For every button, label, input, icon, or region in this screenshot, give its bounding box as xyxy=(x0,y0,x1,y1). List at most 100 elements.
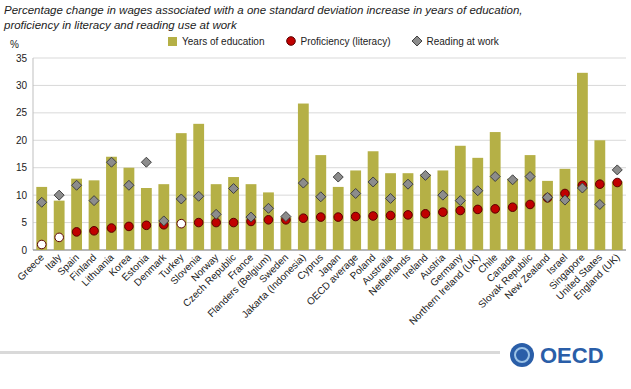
circle-marker xyxy=(316,213,325,222)
x-tick-label: New Zealand xyxy=(502,252,551,301)
bar xyxy=(211,184,222,250)
legend-label: Reading at work xyxy=(427,36,500,47)
diamond-marker xyxy=(473,186,483,196)
bar xyxy=(333,187,344,250)
bar xyxy=(263,192,274,250)
circle-marker xyxy=(491,205,500,214)
circle-marker xyxy=(421,209,430,218)
diamond-marker xyxy=(89,196,99,206)
grid-line xyxy=(33,140,626,141)
logo-mark xyxy=(515,348,529,362)
x-axis xyxy=(33,250,626,251)
bar xyxy=(560,169,571,250)
circle-marker xyxy=(229,218,238,227)
circle-marker xyxy=(473,205,482,214)
grid-line xyxy=(33,167,626,168)
bar xyxy=(420,174,431,250)
circle-marker xyxy=(456,206,465,215)
circle-marker xyxy=(72,228,81,237)
bar xyxy=(298,104,309,250)
logo-text: OECD xyxy=(540,343,604,368)
bar xyxy=(472,158,483,250)
legend-swatch xyxy=(168,37,177,46)
bar xyxy=(594,140,605,250)
diamond-marker xyxy=(508,175,518,185)
diamond-marker xyxy=(229,184,239,194)
y-tick-label: 10 xyxy=(16,190,28,201)
bar xyxy=(176,133,187,250)
plot-area xyxy=(36,73,622,250)
diamond-marker xyxy=(543,192,553,202)
grid-line xyxy=(33,250,626,251)
grid-line xyxy=(33,222,626,223)
legend: Years of education Proficiency (literacy)… xyxy=(168,36,500,47)
diamond-marker xyxy=(54,190,64,200)
legend-swatch xyxy=(412,36,422,46)
diamond-marker xyxy=(316,192,326,202)
circle-marker xyxy=(194,218,203,227)
x-tick-label: England (UK) xyxy=(571,252,621,302)
circle-marker xyxy=(299,214,308,223)
bar xyxy=(403,173,414,250)
y-axis xyxy=(33,58,34,250)
diamond-marker xyxy=(368,177,378,187)
diamond-marker xyxy=(577,183,587,193)
grid-line xyxy=(33,85,626,86)
bar xyxy=(542,181,553,250)
diamond-marker xyxy=(281,212,291,222)
chart: Percentage change in wages associated wi… xyxy=(0,0,631,389)
diamond-marker xyxy=(455,196,465,206)
circle-marker xyxy=(508,203,517,212)
bar xyxy=(141,188,152,250)
circle-marker xyxy=(264,216,273,225)
circle-marker xyxy=(334,213,343,222)
diamond-marker xyxy=(176,194,186,204)
bar xyxy=(525,155,536,250)
y-tick-label: 25 xyxy=(16,107,28,118)
logo-mark xyxy=(510,343,534,367)
grid-line xyxy=(33,195,626,196)
bar xyxy=(437,170,448,250)
bar xyxy=(89,180,100,250)
footer-band xyxy=(0,351,500,354)
diamond-marker xyxy=(386,193,396,203)
bar xyxy=(368,151,379,250)
legend-swatch xyxy=(287,37,296,46)
diamond-marker xyxy=(246,212,256,222)
circle-marker xyxy=(55,233,64,242)
diamond-marker xyxy=(141,157,151,167)
bar xyxy=(490,132,501,250)
legend-label: Years of education xyxy=(182,36,264,47)
bar xyxy=(612,181,623,250)
diamond-marker xyxy=(194,191,204,201)
y-axis-label: % xyxy=(10,39,19,50)
diamond-marker xyxy=(263,203,273,213)
bar xyxy=(350,170,361,250)
grid-line xyxy=(33,112,626,113)
y-tick-label: 15 xyxy=(16,162,28,173)
legend-label: Proficiency (literacy) xyxy=(300,36,390,47)
circle-marker xyxy=(177,219,186,228)
bar xyxy=(455,146,466,250)
bar xyxy=(106,157,117,250)
circle-marker xyxy=(37,240,46,249)
diamond-marker xyxy=(438,190,448,200)
circle-marker xyxy=(613,178,622,187)
bar xyxy=(507,179,518,250)
diamond-marker xyxy=(560,195,570,205)
bar xyxy=(315,155,326,250)
diamond-marker xyxy=(333,172,343,182)
circle-marker xyxy=(596,180,605,189)
circle-marker xyxy=(526,200,535,209)
x-tick-label: Flanders (Belgium) xyxy=(205,252,273,320)
x-tick-label: OECD average xyxy=(304,251,360,307)
grid-line xyxy=(33,58,626,59)
bar xyxy=(36,187,47,250)
bar xyxy=(246,184,257,250)
diamond-marker xyxy=(37,197,47,207)
circle-marker xyxy=(125,222,134,231)
diamond-marker xyxy=(159,216,169,226)
title: Percentage change in wages associated wi… xyxy=(4,4,522,16)
bar xyxy=(158,184,169,250)
y-tick-label: 30 xyxy=(16,80,28,91)
